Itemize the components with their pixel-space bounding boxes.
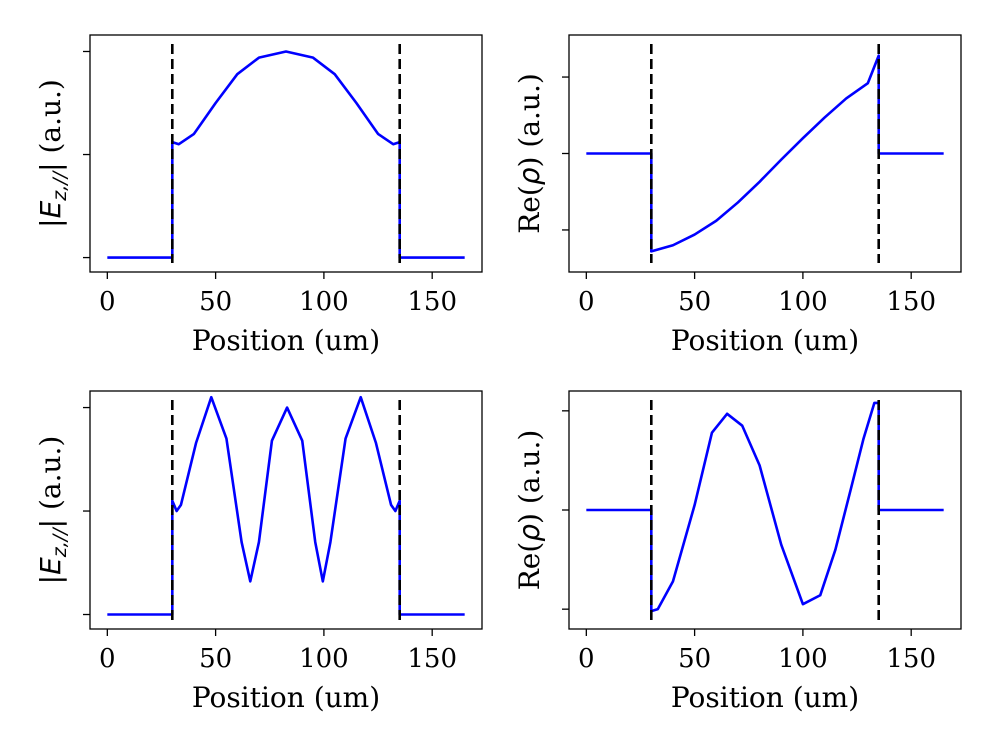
y-axis-label: Re(ρ) (a.u.) [513, 73, 546, 234]
x-tick-label: 0 [99, 287, 116, 317]
x-axis-label: Position (um) [192, 681, 380, 714]
x-tick-label: 50 [678, 287, 711, 317]
subplot-bottom-right: 0 50 100 150 Position (um) Re(ρ) (a.u.) [513, 390, 962, 714]
x-tick-label: 150 [407, 287, 457, 317]
x-axis-label: Position (um) [671, 681, 859, 714]
x-tick-label: 100 [299, 287, 349, 317]
series-line-0 [107, 50, 465, 259]
series-line-0 [107, 395, 465, 616]
y-axis-label: |Ez,//| (a.u.) [34, 79, 71, 228]
axes-frame [89, 34, 483, 273]
x-tick-label: 0 [578, 287, 595, 317]
x-tick-label: 0 [99, 644, 116, 674]
x-tick-label: 100 [778, 644, 828, 674]
x-tick-label: 0 [578, 644, 595, 674]
x-axis-label: Position (um) [671, 324, 859, 357]
y-axis-label: Re(ρ) (a.u.) [513, 430, 546, 591]
x-tick-label: 150 [886, 644, 936, 674]
y-axis-label: |Ez,//| (a.u.) [34, 436, 71, 585]
axes-frame [89, 390, 483, 630]
series-line-0 [586, 401, 944, 613]
x-tick-label: 50 [678, 644, 711, 674]
x-tick-label: 150 [407, 644, 457, 674]
x-tick-label: 150 [886, 287, 936, 317]
x-tick-label: 100 [778, 287, 828, 317]
x-tick-label: 50 [199, 287, 232, 317]
x-tick-label: 50 [199, 644, 232, 674]
subplot-bottom-left: 0 50 100 150 Position (um) |Ez,//| (a.u.) [34, 390, 483, 714]
x-axis-label: Position (um) [192, 324, 380, 357]
x-tick-label: 100 [299, 644, 349, 674]
subplot-top-left: 0 50 100 150 Position (um) |Ez,//| (a.u.) [34, 34, 483, 357]
subplot-top-right: 0 50 100 150 Position (um) Re(ρ) (a.u.) [513, 34, 962, 357]
series-line-0 [586, 54, 944, 253]
